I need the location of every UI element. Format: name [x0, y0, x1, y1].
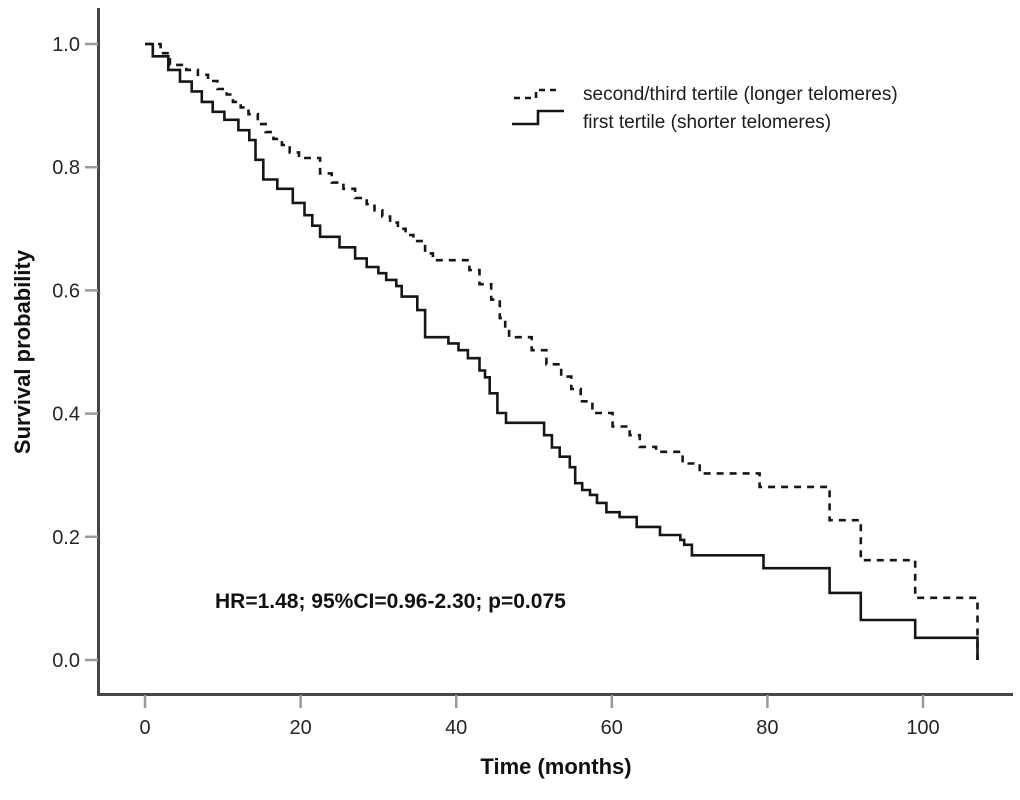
y-tick-label: 1.0 — [52, 34, 80, 56]
x-tick-label: 40 — [445, 717, 467, 739]
x-tick-label: 0 — [139, 717, 150, 739]
x-axis-title: Time (months) — [480, 754, 631, 779]
legend-solid-line-sample — [512, 109, 564, 126]
legend-dashed-line-sample — [514, 88, 560, 100]
x-tick-label: 100 — [906, 717, 939, 739]
legend-label-longer-telomeres: second/third tertile (longer telomeres) — [583, 84, 898, 105]
x-tick-label: 60 — [601, 717, 623, 739]
y-tick-label: 0.2 — [52, 527, 80, 549]
x-tick-label: 20 — [289, 717, 311, 739]
y-axis-ticks: 0.0 0.2 0.4 0.6 0.8 1.0 — [52, 34, 98, 672]
curve-longer-telomeres — [145, 42, 979, 660]
x-axis-ticks: 0 20 40 60 80 100 — [139, 695, 940, 739]
legend-label-shorter-telomeres: first tertile (shorter telomeres) — [583, 112, 831, 133]
y-tick-label: 0.4 — [52, 404, 80, 426]
y-tick-label: 0.8 — [52, 157, 80, 179]
legend: second/third tertile (longer telomeres) … — [512, 84, 898, 133]
survival-curves — [145, 42, 979, 660]
x-tick-label: 80 — [756, 717, 778, 739]
y-tick-label: 0.6 — [52, 280, 80, 302]
curve-shorter-telomeres — [145, 42, 979, 660]
hazard-ratio-annotation: HR=1.48; 95%CI=0.96-2.30; p=0.075 — [215, 590, 566, 613]
y-tick-label: 0.0 — [52, 650, 80, 672]
y-axis-title: Survival probability — [10, 249, 35, 454]
